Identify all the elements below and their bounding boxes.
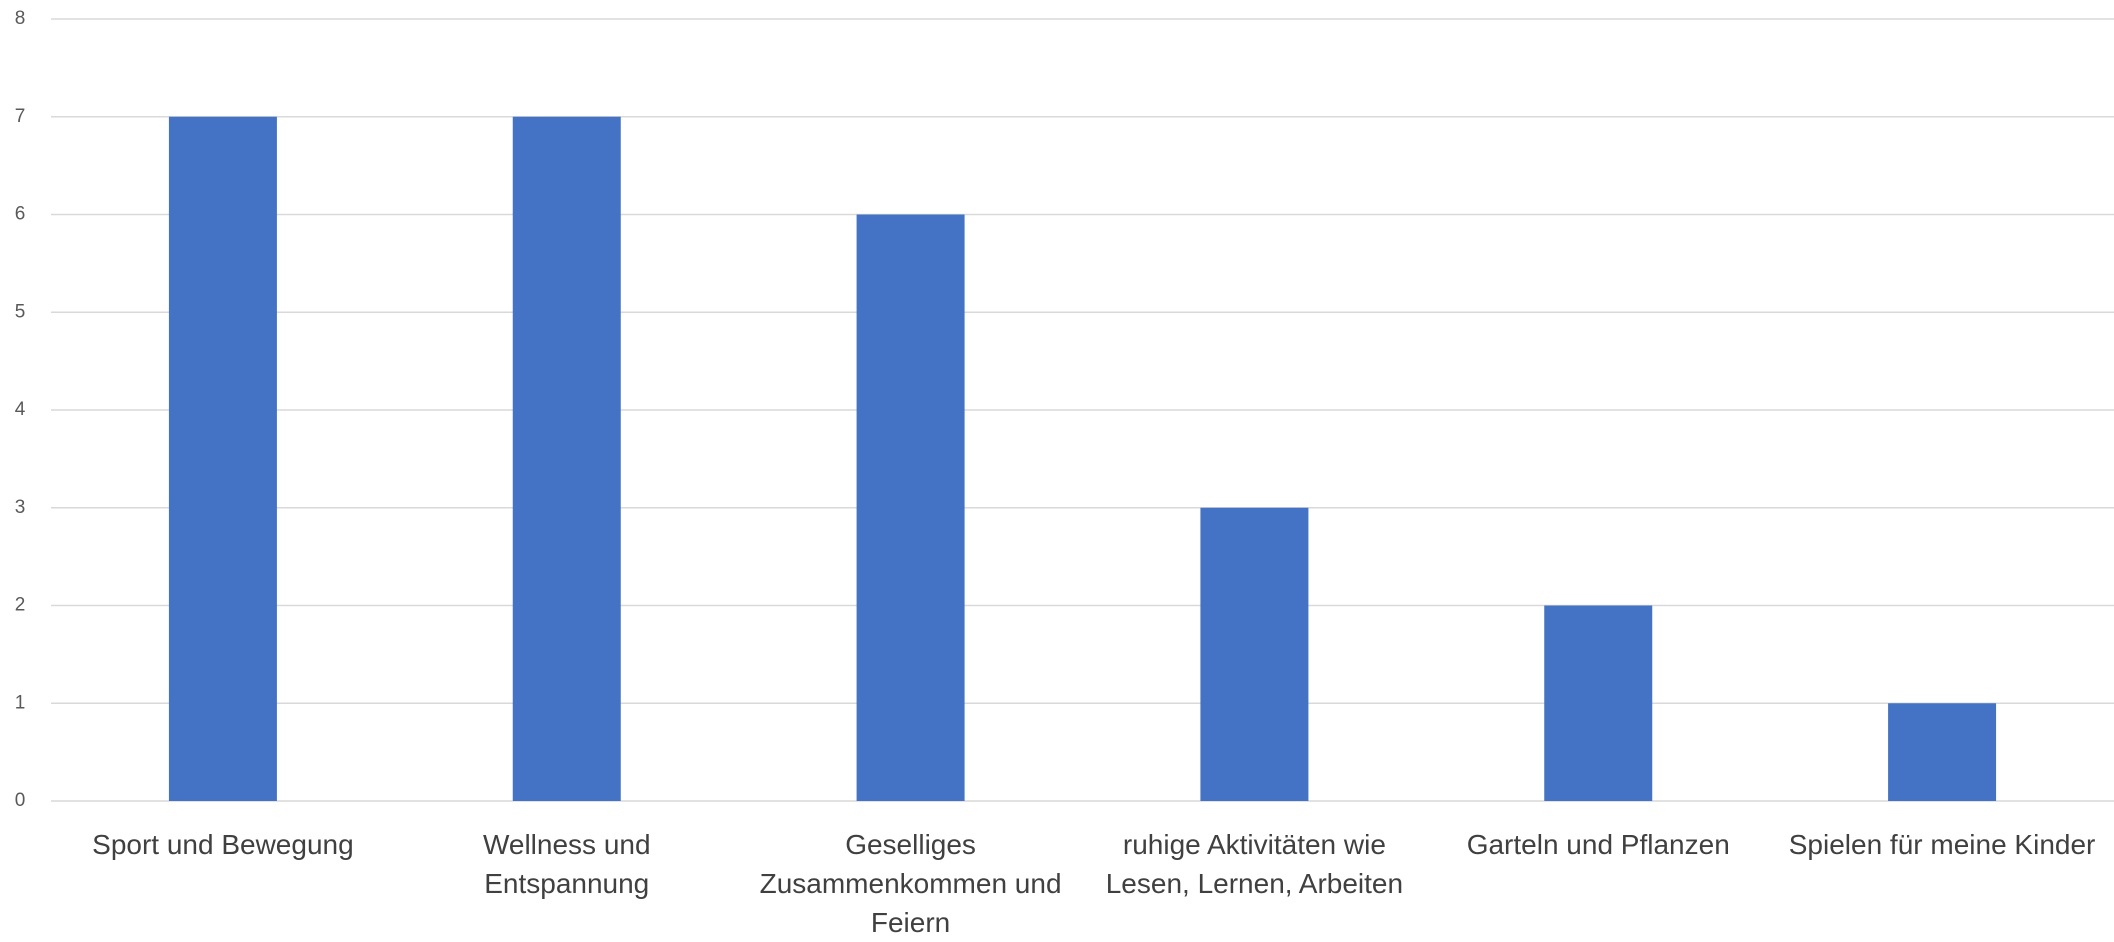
y-tick-label: 2 [15, 595, 26, 616]
y-tick-label: 1 [15, 692, 26, 713]
bar [1888, 703, 1997, 801]
x-tick-label: Sport und Bewegung [92, 829, 354, 860]
bar [512, 116, 621, 801]
y-tick-label: 8 [15, 8, 26, 29]
x-tick-label: Spielen für meine Kinder [1788, 829, 2096, 860]
y-tick-label: 4 [15, 399, 26, 420]
bar [856, 214, 965, 801]
x-tick-label: ruhige Aktivitäten wie Lesen, Lernen, Ar… [1105, 829, 1404, 899]
bar [1200, 507, 1309, 801]
y-tick-label: 6 [15, 204, 26, 225]
y-tick-label: 5 [15, 301, 26, 322]
x-tick-label: Garteln und Pflanzen [1466, 829, 1730, 860]
bar [1544, 605, 1653, 801]
y-tick-label: 0 [15, 790, 26, 811]
y-tick-label: 7 [15, 106, 26, 127]
y-tick-label: 3 [15, 497, 26, 518]
bar [168, 116, 277, 801]
x-tick-label: Wellness und Entspannung [482, 829, 651, 899]
x-tick-label: Geselliges Zusammenkommen und Feiern [759, 829, 1062, 938]
